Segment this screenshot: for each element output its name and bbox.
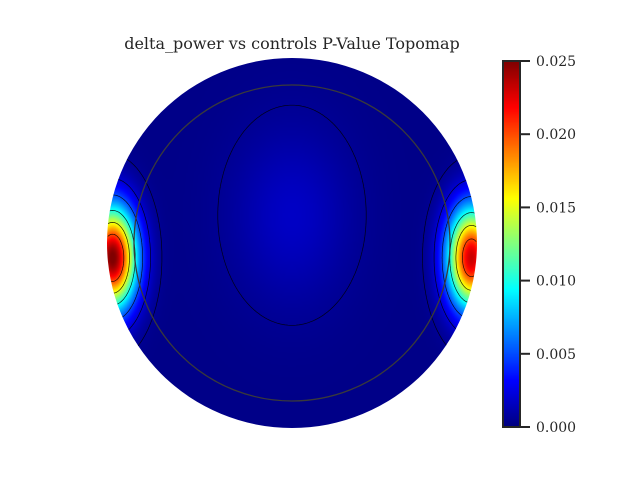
colorbar-tick-label: 0.025 (536, 54, 576, 70)
colorbar-tick-label: 0.000 (536, 420, 576, 436)
colorbar-frame (502, 60, 521, 428)
colorbar-ticks: 0.000 0.005 0.010 0.015 0.020 0.025 (520, 54, 576, 436)
topomap-heatmap (107, 58, 477, 428)
colorbar-tick-label: 0.020 (536, 127, 576, 143)
colorbar-tick-label: 0.005 (536, 347, 576, 363)
contour-lines (107, 104, 477, 362)
chart-title: delta_power vs controls P-Value Topomap (124, 34, 460, 53)
colorbar-gradient (503, 61, 520, 427)
colorbar-tick-label: 0.015 (536, 200, 576, 216)
contour-line (107, 104, 477, 362)
colorbar-tick-label: 0.010 (536, 274, 576, 290)
colorbar: 0.000 0.005 0.010 0.015 0.020 0.025 (502, 54, 576, 436)
head-outline-inner (133, 84, 451, 402)
topomap-head (107, 58, 477, 428)
